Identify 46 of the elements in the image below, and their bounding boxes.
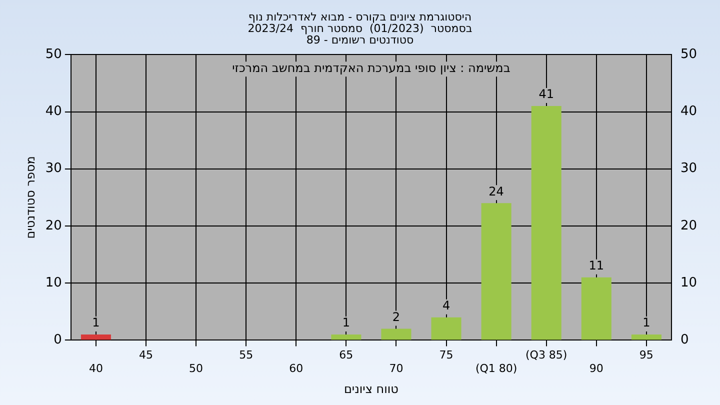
bar — [531, 106, 562, 340]
data-label: 2 — [392, 310, 400, 324]
data-label: 1 — [92, 316, 100, 330]
data-label: 41 — [538, 87, 554, 102]
text: היסטוגרמת ציונים בקורס - מבוא לאדריכלות נוף — [248, 10, 472, 24]
x-tick-label: 90 — [589, 362, 604, 375]
text: סטודנטים רשומים - 89 — [306, 34, 414, 47]
y-tick-label: 0 — [54, 332, 62, 348]
y-tick-label: 20 — [45, 218, 62, 234]
bar — [80, 334, 111, 340]
x-tick-label: 95 — [639, 348, 654, 362]
x-tick-label: 65 — [339, 348, 354, 362]
x-tick-label: 55 — [239, 348, 254, 362]
y-tick-label: 40 — [45, 104, 62, 120]
y2-tick-label: 0 — [680, 332, 689, 348]
text: בסמסטר (01/2023) סמסטר חורף 2023/24 — [248, 22, 472, 36]
x-tick-label: 50 — [189, 362, 204, 375]
data-label: 1 — [342, 316, 350, 330]
x-tick-label: 70 — [389, 362, 404, 375]
x-tick-label: (Q1 80) — [475, 362, 518, 375]
y-tick-label: 10 — [45, 275, 62, 290]
bar — [481, 203, 512, 340]
data-label: 1 — [642, 316, 650, 330]
bar — [631, 334, 662, 340]
y2-tick-label: 40 — [680, 104, 698, 120]
x-tick-label: 40 — [88, 362, 103, 375]
bar — [581, 277, 612, 340]
annotation: במשימה : ציון סופי במערכת האקדמית במחשב המרכזי — [232, 60, 510, 75]
bar — [331, 334, 362, 340]
x-tick-label: 45 — [139, 348, 154, 362]
y-axis-title: מספר סטודנטים — [23, 156, 38, 239]
y-tick-label: 30 — [45, 161, 62, 176]
y2-tick-label: 20 — [680, 218, 698, 234]
x-tick-label: 75 — [439, 348, 454, 362]
data-label: 24 — [488, 184, 504, 198]
y-tick-label: 50 — [45, 47, 62, 62]
y2-tick-label: 10 — [680, 275, 698, 290]
x-tick-label: 60 — [289, 362, 304, 375]
x-axis-title: טווח ציונים — [344, 382, 399, 396]
data-label: 4 — [442, 298, 450, 312]
data-label: 11 — [588, 258, 604, 273]
x-tick-label: (Q3 85) — [525, 348, 568, 362]
bar — [431, 317, 462, 340]
y2-tick-label: 50 — [680, 47, 698, 62]
bar — [381, 328, 412, 340]
y2-tick-label: 30 — [680, 161, 698, 176]
